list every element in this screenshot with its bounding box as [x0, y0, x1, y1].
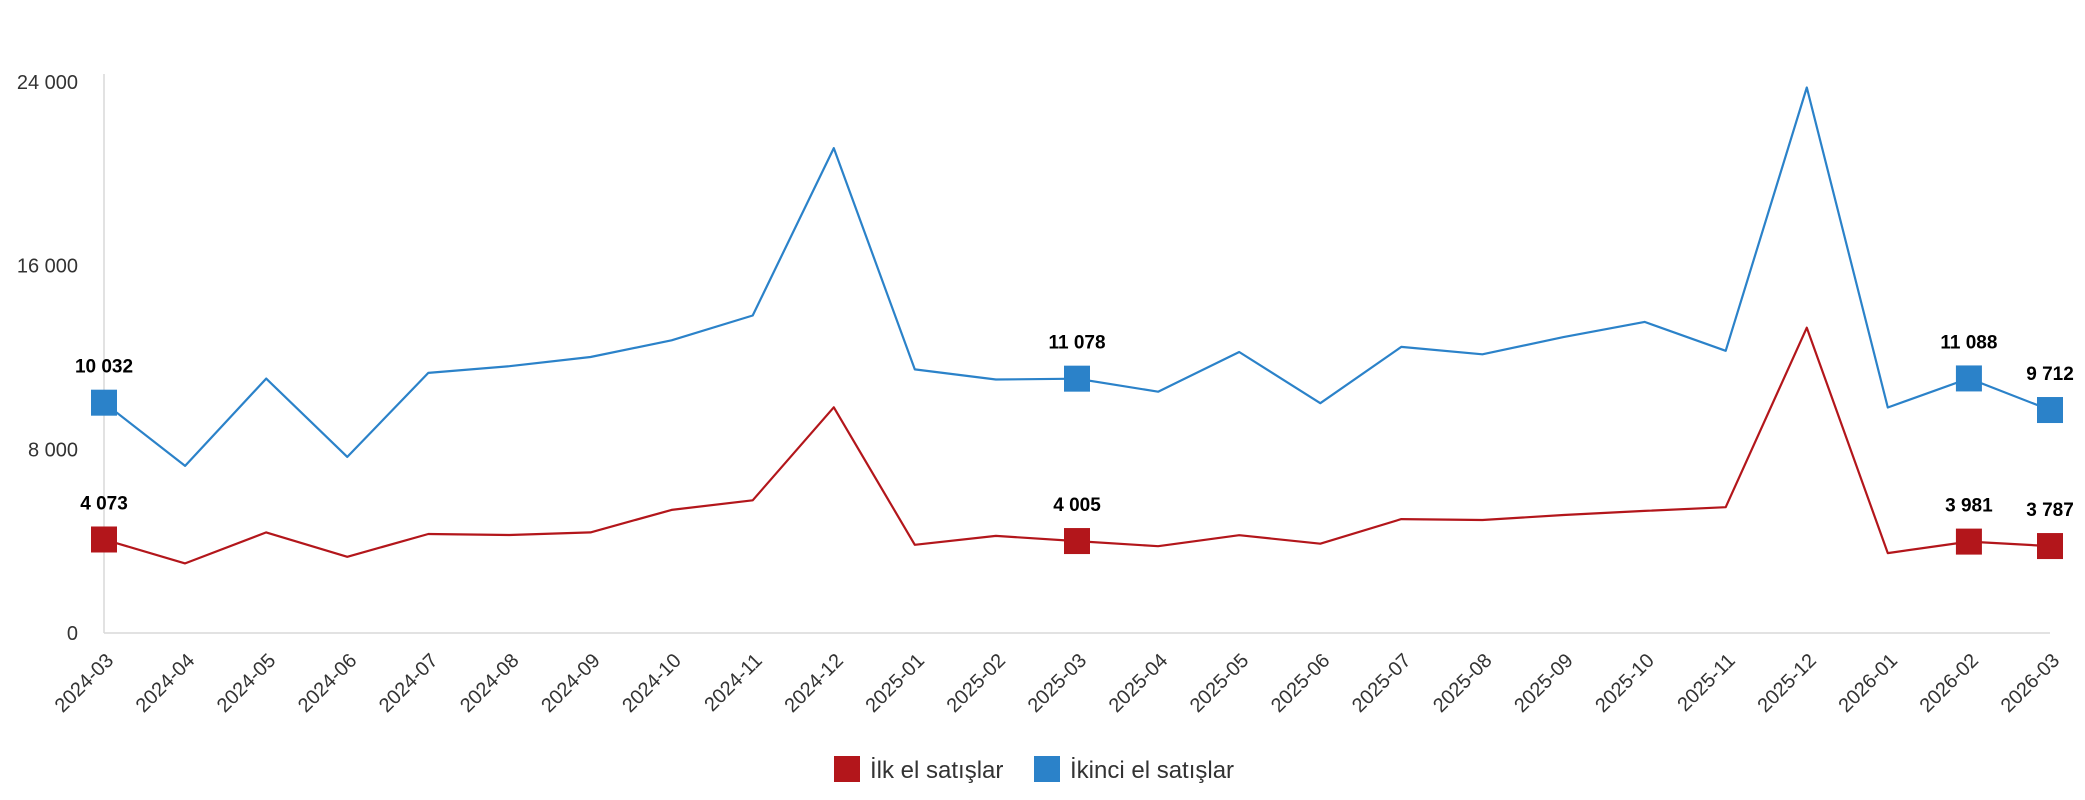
legend-label: İlk el satışlar: [870, 757, 1003, 784]
x-tick-label: 2025-05: [1186, 650, 1253, 717]
data-labels: 4 073 4 005 3 981 3 787 10 032 11 078 11 088 9 …: [75, 332, 2074, 521]
series-marker: [91, 389, 117, 416]
series-marker: [1955, 528, 1982, 555]
x-tick-label: 2024-10: [618, 650, 685, 717]
x-tick-label: 2024-08: [456, 650, 523, 717]
x-tick-label: 2025-01: [862, 650, 929, 717]
y-tick-label: 24 000: [17, 72, 78, 94]
series-marker: [91, 526, 117, 553]
x-tick-label: 2025-04: [1105, 650, 1172, 717]
x-tick-label: 2024-11: [700, 650, 766, 716]
series-line-1: [103, 326, 2051, 565]
x-tick-label: 2025-11: [1673, 650, 1739, 716]
y-tick-label: 16 000: [17, 256, 78, 278]
x-tick-label: 2025-08: [1429, 650, 1496, 717]
x-tick-label: 2024-03: [51, 650, 118, 717]
legend-label: İkinci el satışlar: [1070, 757, 1234, 784]
x-tick-label: 2025-07: [1348, 650, 1415, 717]
x-tick-label: 2026-03: [1997, 650, 2064, 717]
x-tick-label: 2025-06: [1267, 650, 1334, 717]
x-tick-label: 2025-02: [943, 650, 1010, 717]
x-tick-label: 2024-04: [132, 650, 199, 717]
series-markers: [91, 365, 2063, 560]
x-tick-label: 2025-03: [1024, 650, 1091, 717]
data-label: 3 981: [1945, 496, 1993, 517]
x-tick-label: 2026-01: [1835, 650, 1902, 717]
x-tick-label: 2024-05: [213, 650, 280, 717]
y-tick-label: 0: [67, 623, 78, 645]
x-tick-label: 2026-02: [1916, 650, 1983, 717]
series-line-2: [103, 86, 2051, 467]
data-label: 10 032: [75, 357, 133, 378]
series-marker: [1955, 365, 1982, 392]
y-tick-label: 8 000: [28, 439, 78, 461]
data-label: 11 078: [1048, 333, 1105, 354]
data-label: 3 787: [2026, 500, 2074, 521]
data-label: 11 088: [1940, 332, 1997, 353]
x-tick-label: 2024-12: [780, 650, 847, 717]
x-tick-label: 2025-10: [1591, 650, 1658, 717]
series-marker: [2037, 397, 2063, 424]
series-marker: [1064, 365, 1090, 392]
x-tick-label: 2024-07: [375, 650, 442, 717]
x-tick-label: 2025-09: [1510, 650, 1577, 717]
legend-swatch: [834, 756, 860, 782]
legend-swatch: [1034, 756, 1060, 782]
x-tick-label: 2025-12: [1753, 650, 1820, 717]
x-tick-label: 2024-06: [294, 650, 361, 717]
data-label: 4 073: [80, 493, 128, 514]
legend: İlk el satışlar İkinci el satışlar: [834, 756, 1234, 784]
series-marker: [1064, 528, 1090, 555]
series-lines: [103, 86, 2051, 565]
series-marker: [2037, 533, 2063, 560]
data-label: 4 005: [1053, 495, 1101, 516]
data-label: 9 712: [2026, 364, 2074, 385]
x-tick-label: 2024-09: [537, 650, 604, 717]
